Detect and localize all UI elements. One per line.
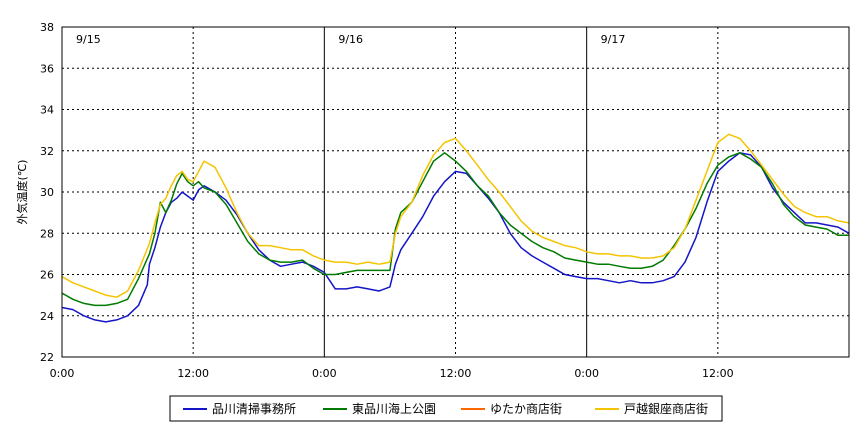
- grid-layer: [62, 27, 849, 357]
- x-tick-label: 12:00: [440, 367, 472, 380]
- day-labels: 9/15 9/16 9/17: [76, 33, 625, 46]
- x-tick-label: 12:00: [702, 367, 734, 380]
- x-axis-ticks: 0:00 12:00 0:00 12:00 0:00 12:00: [50, 367, 734, 380]
- series-layer: [61, 133, 850, 323]
- day-label: 9/16: [338, 33, 363, 46]
- legend-entry: 品川清掃事務所: [212, 401, 296, 416]
- legend-entry: ゆたか商店街: [490, 401, 562, 416]
- legend: 品川清掃事務所 東品川海上公園 ゆたか商店街 戸越銀座商店街: [169, 395, 723, 422]
- plot-frame: [61, 26, 850, 358]
- x-tick-label: 0:00: [50, 367, 75, 380]
- series-line-3: [61, 133, 850, 298]
- y-tick-label: 38: [40, 21, 54, 34]
- y-tick-label: 36: [40, 62, 54, 75]
- y-tick-label: 26: [40, 269, 54, 282]
- x-tick-label: 0:00: [574, 367, 599, 380]
- day-label: 9/15: [76, 33, 101, 46]
- y-tick-label: 32: [40, 145, 54, 158]
- y-tick-label: 22: [40, 351, 54, 364]
- day-label: 9/17: [601, 33, 626, 46]
- y-tick-label: 34: [40, 104, 54, 117]
- x-tick-label: 12:00: [177, 367, 209, 380]
- legend-entry: 戸越銀座商店街: [624, 401, 708, 416]
- y-axis-label: 外気温度(℃): [15, 160, 29, 225]
- y-tick-label: 28: [40, 227, 54, 240]
- legend-entry: 東品川海上公園: [352, 401, 436, 416]
- legend-box: [169, 395, 723, 422]
- y-tick-label: 30: [40, 186, 54, 199]
- x-tick-label: 0:00: [312, 367, 337, 380]
- y-tick-label: 24: [40, 310, 54, 323]
- series-line-0: [61, 152, 850, 323]
- series-line-1: [61, 152, 849, 307]
- y-axis-ticks: 22 24 26 28 30 32 34 36 38: [40, 21, 54, 364]
